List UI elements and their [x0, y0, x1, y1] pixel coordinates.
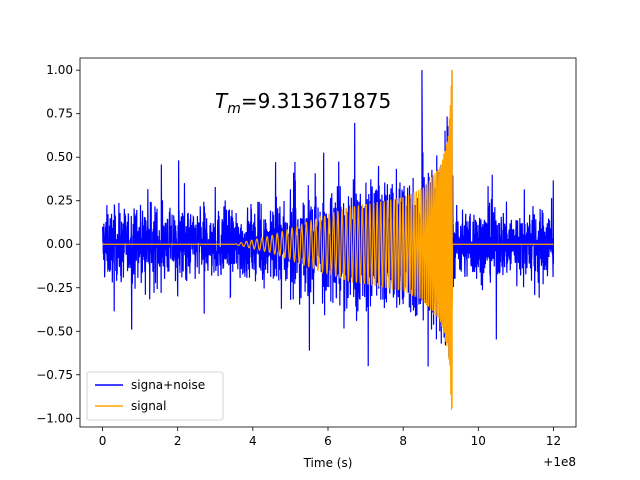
y-tick-label: −0.75 [36, 368, 73, 382]
y-tick-label: 0.25 [46, 194, 73, 208]
x-offset-label: +1e8 [543, 455, 576, 469]
x-axis: 0 2 4 6 8 10 12 [99, 427, 561, 448]
annotation-symbol: T [215, 89, 229, 113]
annotation-value: =9.313671875 [241, 89, 391, 113]
y-tick-label: 0.50 [46, 150, 73, 164]
x-tick-label: 8 [399, 434, 407, 448]
y-tick-label: −0.25 [36, 281, 73, 295]
legend-label-signal: signal [131, 399, 167, 413]
x-tick-label: 2 [174, 434, 182, 448]
plot-area [101, 70, 555, 410]
series-signal [102, 70, 554, 410]
x-axis-label: Time (s) [303, 456, 353, 470]
legend-label-signal-noise: signa+noise [131, 378, 205, 392]
y-axis: −1.00 −0.75 −0.50 −0.25 0.00 0.25 0.50 0.75 1.00 [36, 63, 80, 425]
legend-box [86, 371, 224, 421]
y-tick-label: 1.00 [46, 63, 73, 77]
x-tick-label: 10 [471, 434, 486, 448]
annotation-subscript: m [227, 101, 241, 117]
x-tick-label: 6 [324, 434, 332, 448]
y-tick-label: 0.00 [46, 237, 73, 251]
y-tick-label: 0.75 [46, 107, 73, 121]
y-tick-label: −0.50 [36, 324, 73, 338]
x-tick-label: 12 [546, 434, 561, 448]
merger-time-annotation: Tm=9.313671875 [215, 89, 391, 117]
y-tick-label: −1.00 [36, 411, 73, 425]
legend: signa+noise signal [86, 371, 224, 421]
x-tick-label: 4 [249, 434, 257, 448]
signal-line [102, 70, 554, 410]
x-tick-label: 0 [99, 434, 107, 448]
